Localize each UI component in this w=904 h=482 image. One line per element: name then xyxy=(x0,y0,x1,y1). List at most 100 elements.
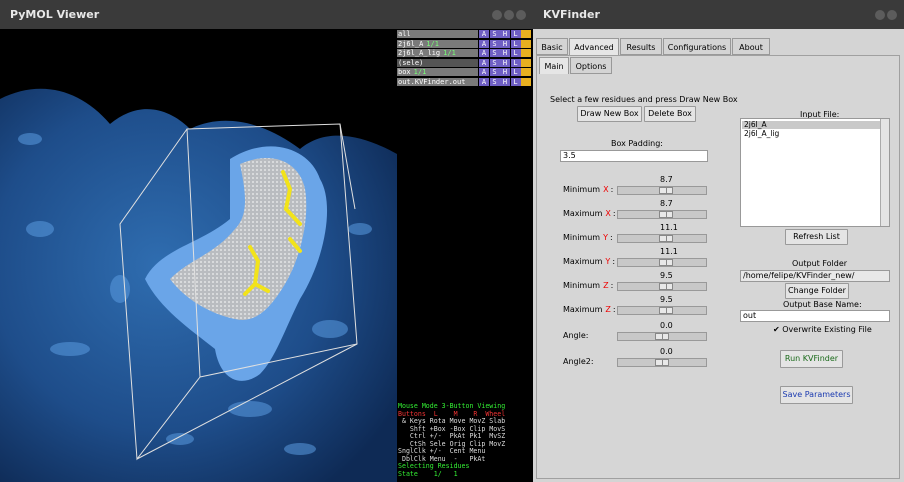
pymol-window: PyMOL Viewer xyxy=(0,0,533,482)
object-row[interactable]: box 1/1 A S H L xyxy=(397,68,532,77)
object-action-button[interactable]: H xyxy=(500,30,510,38)
mouse-mode-line: DblClk Menu - PkAt xyxy=(398,454,486,463)
slider-handle[interactable] xyxy=(659,259,673,266)
object-action-button[interactable]: S xyxy=(489,77,500,86)
molecule-viewport[interactable] xyxy=(0,29,397,482)
subtab-options[interactable]: Options xyxy=(570,57,612,74)
object-action-button[interactable]: A xyxy=(479,68,489,76)
object-action-button[interactable]: S xyxy=(489,49,500,57)
object-name-text: out.KVFinder.out xyxy=(398,77,466,86)
object-action-button[interactable]: H xyxy=(500,77,510,86)
slider-handle[interactable] xyxy=(659,283,673,290)
minimize-icon[interactable] xyxy=(492,10,502,20)
object-action-button[interactable]: H xyxy=(500,58,510,67)
object-row[interactable]: 2j6l_A_lig 1/1 A S H L xyxy=(397,49,532,58)
save-parameters-button[interactable]: Save Parameters xyxy=(780,386,853,404)
tab-results[interactable]: Results xyxy=(620,38,662,55)
object-action-button[interactable]: S xyxy=(489,68,500,76)
list-scrollbar[interactable] xyxy=(880,119,889,226)
object-action-button[interactable]: S xyxy=(489,39,500,48)
slider-value: 0.0 xyxy=(660,347,673,356)
object-action-button[interactable]: S xyxy=(489,30,500,38)
object-action-button[interactable]: A xyxy=(479,58,489,67)
object-action-button[interactable]: A xyxy=(479,30,489,38)
slider-track[interactable] xyxy=(617,282,707,291)
minimize-icon[interactable] xyxy=(875,10,885,20)
tab-about[interactable]: About xyxy=(732,38,770,55)
object-action-button[interactable]: A xyxy=(479,49,489,57)
close-icon[interactable] xyxy=(887,10,897,20)
object-action-button[interactable]: S xyxy=(489,58,500,67)
list-item[interactable]: 2j6l_A xyxy=(742,121,882,129)
pymol-titlebar: PyMOL Viewer xyxy=(0,0,533,29)
mouse-mode-line: Selecting Residues xyxy=(398,462,470,470)
slider-track[interactable] xyxy=(617,332,707,341)
slider-track[interactable] xyxy=(617,210,707,219)
object-name[interactable]: 2j6l_A_lig 1/1 xyxy=(397,49,478,57)
object-row[interactable]: all A S H L xyxy=(397,30,532,39)
grid-box xyxy=(119,123,358,461)
object-action-button[interactable]: L xyxy=(510,77,521,86)
slider-track[interactable] xyxy=(617,306,707,315)
maximize-icon[interactable] xyxy=(504,10,514,20)
slider-handle[interactable] xyxy=(655,333,669,340)
object-action-button[interactable]: L xyxy=(510,39,521,48)
subtab-main[interactable]: Main xyxy=(539,57,569,74)
object-name[interactable]: out.KVFinder.out xyxy=(397,77,478,86)
check-icon: ✔ xyxy=(773,325,780,334)
close-icon[interactable] xyxy=(516,10,526,20)
object-name[interactable]: (sele) xyxy=(397,58,478,67)
color-swatch-icon[interactable] xyxy=(521,30,531,38)
mouse-mode-line: & Keys Rota Move MovZ Slab xyxy=(398,417,506,425)
object-action-button[interactable]: L xyxy=(510,58,521,67)
tab-advanced[interactable]: Advanced xyxy=(569,38,619,55)
output-base-name-field[interactable]: out xyxy=(740,310,890,322)
slider-label: Maximum X: xyxy=(563,209,616,218)
object-action-button[interactable]: L xyxy=(510,49,521,57)
slider-handle[interactable] xyxy=(659,211,673,218)
input-file-list[interactable]: 2j6l_A 2j6l_A_lig xyxy=(740,118,890,227)
slider-handle[interactable] xyxy=(655,359,669,366)
tab-basic[interactable]: Basic xyxy=(536,38,568,55)
color-swatch-icon[interactable] xyxy=(521,49,531,57)
object-action-button[interactable]: L xyxy=(510,68,521,76)
color-swatch-icon[interactable] xyxy=(521,77,531,86)
object-action-button[interactable]: H xyxy=(500,49,510,57)
slider-track[interactable] xyxy=(617,234,707,243)
color-swatch-icon[interactable] xyxy=(521,39,531,48)
slider-track[interactable] xyxy=(617,258,707,267)
slider-handle[interactable] xyxy=(659,187,673,194)
object-name[interactable]: box 1/1 xyxy=(397,68,478,76)
object-state-tag: 1/1 xyxy=(413,68,427,76)
color-swatch-icon[interactable] xyxy=(521,58,531,67)
slider-track[interactable] xyxy=(617,358,707,367)
color-swatch-icon[interactable] xyxy=(521,68,531,76)
object-name-text: box xyxy=(398,68,411,76)
object-action-button[interactable]: A xyxy=(479,77,489,86)
slider-track[interactable] xyxy=(617,186,707,195)
output-folder-label: Output Folder xyxy=(792,259,848,268)
output-folder-field: /home/felipe/KVFinder_new/ xyxy=(740,270,890,282)
list-item[interactable]: 2j6l_A_lig xyxy=(744,129,780,138)
box-padding-label: Box Padding: xyxy=(611,139,664,148)
run-kvfinder-button[interactable]: Run KVFinder xyxy=(780,350,843,368)
tab-configurations[interactable]: Configurations xyxy=(663,38,731,55)
slider-handle[interactable] xyxy=(659,235,673,242)
object-name[interactable]: all xyxy=(397,30,478,38)
object-row[interactable]: (sele) A S H L xyxy=(397,58,532,68)
object-row[interactable]: 2j6l_A 1/1 A S H L xyxy=(397,39,532,49)
object-row[interactable]: out.KVFinder.out A S H L xyxy=(397,77,532,87)
draw-new-box-button[interactable]: Draw New Box xyxy=(577,106,642,122)
object-action-button[interactable]: A xyxy=(479,39,489,48)
object-name[interactable]: 2j6l_A 1/1 xyxy=(397,39,478,48)
box-padding-field[interactable]: 3.5 xyxy=(560,150,708,162)
refresh-list-button[interactable]: Refresh List xyxy=(785,229,848,245)
object-action-button[interactable]: H xyxy=(500,68,510,76)
overwrite-checkbox[interactable]: ✔ Overwrite Existing File xyxy=(773,325,872,334)
object-action-button[interactable]: L xyxy=(510,30,521,38)
delete-box-button[interactable]: Delete Box xyxy=(644,106,696,122)
label-colon: : xyxy=(612,305,616,314)
slider-handle[interactable] xyxy=(659,307,673,314)
change-folder-button[interactable]: Change Folder xyxy=(785,283,849,299)
object-action-button[interactable]: H xyxy=(500,39,510,48)
